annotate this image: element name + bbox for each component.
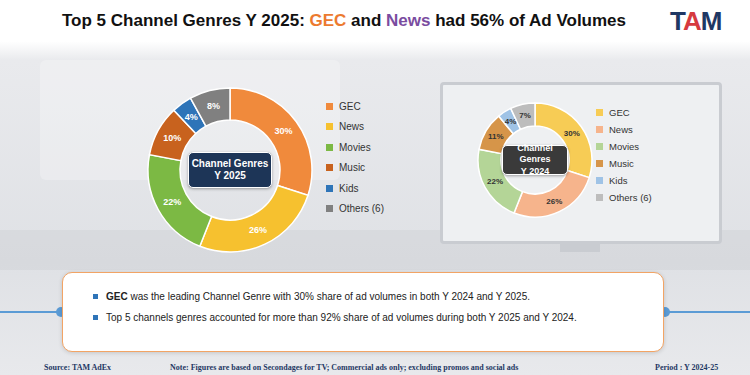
html-text:Source: TAM AdEx: Source: TAM AdEx — [44, 363, 112, 372]
svg-text:4%: 4% — [505, 117, 517, 126]
html-text:Movies: Movies — [609, 141, 640, 152]
html-text:Y 2024: Y 2024 — [520, 165, 550, 176]
html-text:Movies: Movies — [339, 141, 371, 153]
html-text:Music: Music — [339, 162, 366, 174]
html-text:Music: Music — [609, 158, 634, 169]
svg-text:10%: 10% — [163, 133, 181, 143]
html-text:T A M: T A M — [670, 6, 722, 36]
svg-text:7%: 7% — [519, 111, 531, 120]
html-text:GEC: GEC — [339, 100, 361, 112]
html-text:Others (6): Others (6) — [609, 192, 652, 203]
html-text:Top 5 channels genres accounte: Top 5 channels genres accounted for more… — [106, 312, 577, 323]
html-text:Channel Genres: Channel Genres — [517, 143, 553, 165]
html-text:Top 5 Channel Genres Y 2025: G: Top 5 Channel Genres Y 2025: GEC and New… — [62, 11, 626, 30]
svg-text:22%: 22% — [163, 197, 181, 207]
svg-text:26%: 26% — [249, 225, 267, 235]
svg-text:11%: 11% — [488, 132, 504, 141]
html-text:News: News — [609, 124, 633, 135]
html-text:Period : Y 2024-25: Period : Y 2024-25 — [655, 363, 719, 372]
svg-text:30%: 30% — [564, 129, 580, 138]
html-text:Kids: Kids — [339, 182, 359, 194]
svg-text:30%: 30% — [274, 126, 292, 136]
html-text:Y 2025: Y 2025 — [214, 170, 246, 181]
html-text:GEC: GEC — [609, 107, 630, 118]
html-text:Kids: Kids — [609, 175, 628, 186]
html-text:Channel Genres: Channel Genres — [191, 157, 269, 169]
html-text:GEC was the leading Channel Ge: GEC was the leading Channel Genre with 3… — [106, 291, 530, 302]
html-text:Others (6): Others (6) — [339, 203, 384, 215]
html-text:Note: Figures are based on Sec: Note: Figures are based on Secondages fo… — [170, 363, 519, 372]
html-text:News: News — [339, 121, 364, 133]
svg-text:26%: 26% — [546, 197, 562, 206]
svg-text:4%: 4% — [185, 112, 198, 122]
svg-text:22%: 22% — [487, 177, 503, 186]
svg-text:8%: 8% — [207, 101, 220, 111]
